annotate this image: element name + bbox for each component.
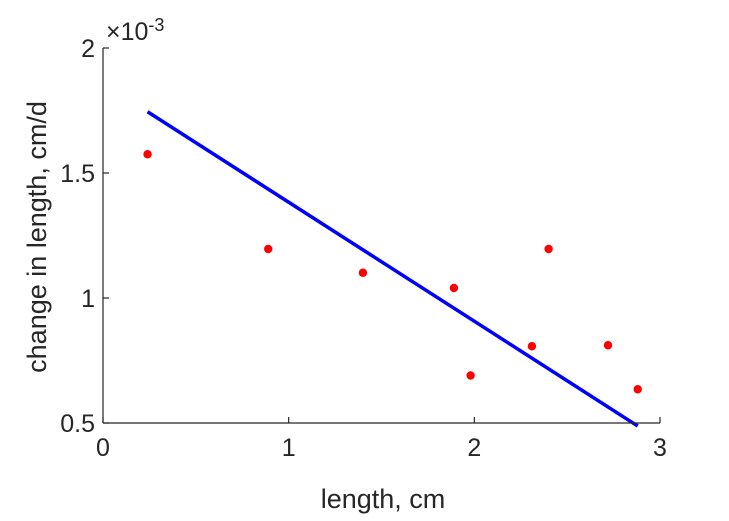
data-point bbox=[603, 341, 613, 350]
plot-area bbox=[143, 110, 642, 428]
y-tick-label: 2 bbox=[81, 35, 95, 63]
data-point bbox=[143, 150, 152, 159]
x-axis-label: length, cm bbox=[321, 484, 446, 514]
fit-line bbox=[146, 110, 639, 428]
data-point bbox=[466, 371, 475, 380]
y-axis-label: change in length, cm/d bbox=[22, 101, 52, 373]
data-point bbox=[544, 244, 553, 254]
axes bbox=[102, 48, 660, 424]
y-tick-label: 1 bbox=[81, 285, 95, 313]
x-tick-label: 1 bbox=[282, 434, 296, 462]
y-exponent-prefix: ×10 bbox=[106, 18, 148, 46]
y-exponent-label: ×10-3 bbox=[106, 15, 164, 46]
y-tick-label: 0.5 bbox=[60, 410, 95, 438]
data-point bbox=[527, 342, 537, 351]
y-tick-label: 1.5 bbox=[60, 160, 95, 188]
data-point bbox=[264, 244, 273, 254]
data-point bbox=[633, 385, 642, 394]
data-point bbox=[358, 268, 368, 277]
data-point bbox=[449, 283, 459, 293]
x-tick-label: 0 bbox=[96, 434, 110, 462]
x-tick-label: 3 bbox=[653, 434, 667, 462]
y-exponent-value: -3 bbox=[148, 15, 164, 35]
ticks: 0 1 2 3 0.5 1 1.5 2 bbox=[60, 35, 667, 462]
x-tick-label: 2 bbox=[467, 434, 481, 462]
